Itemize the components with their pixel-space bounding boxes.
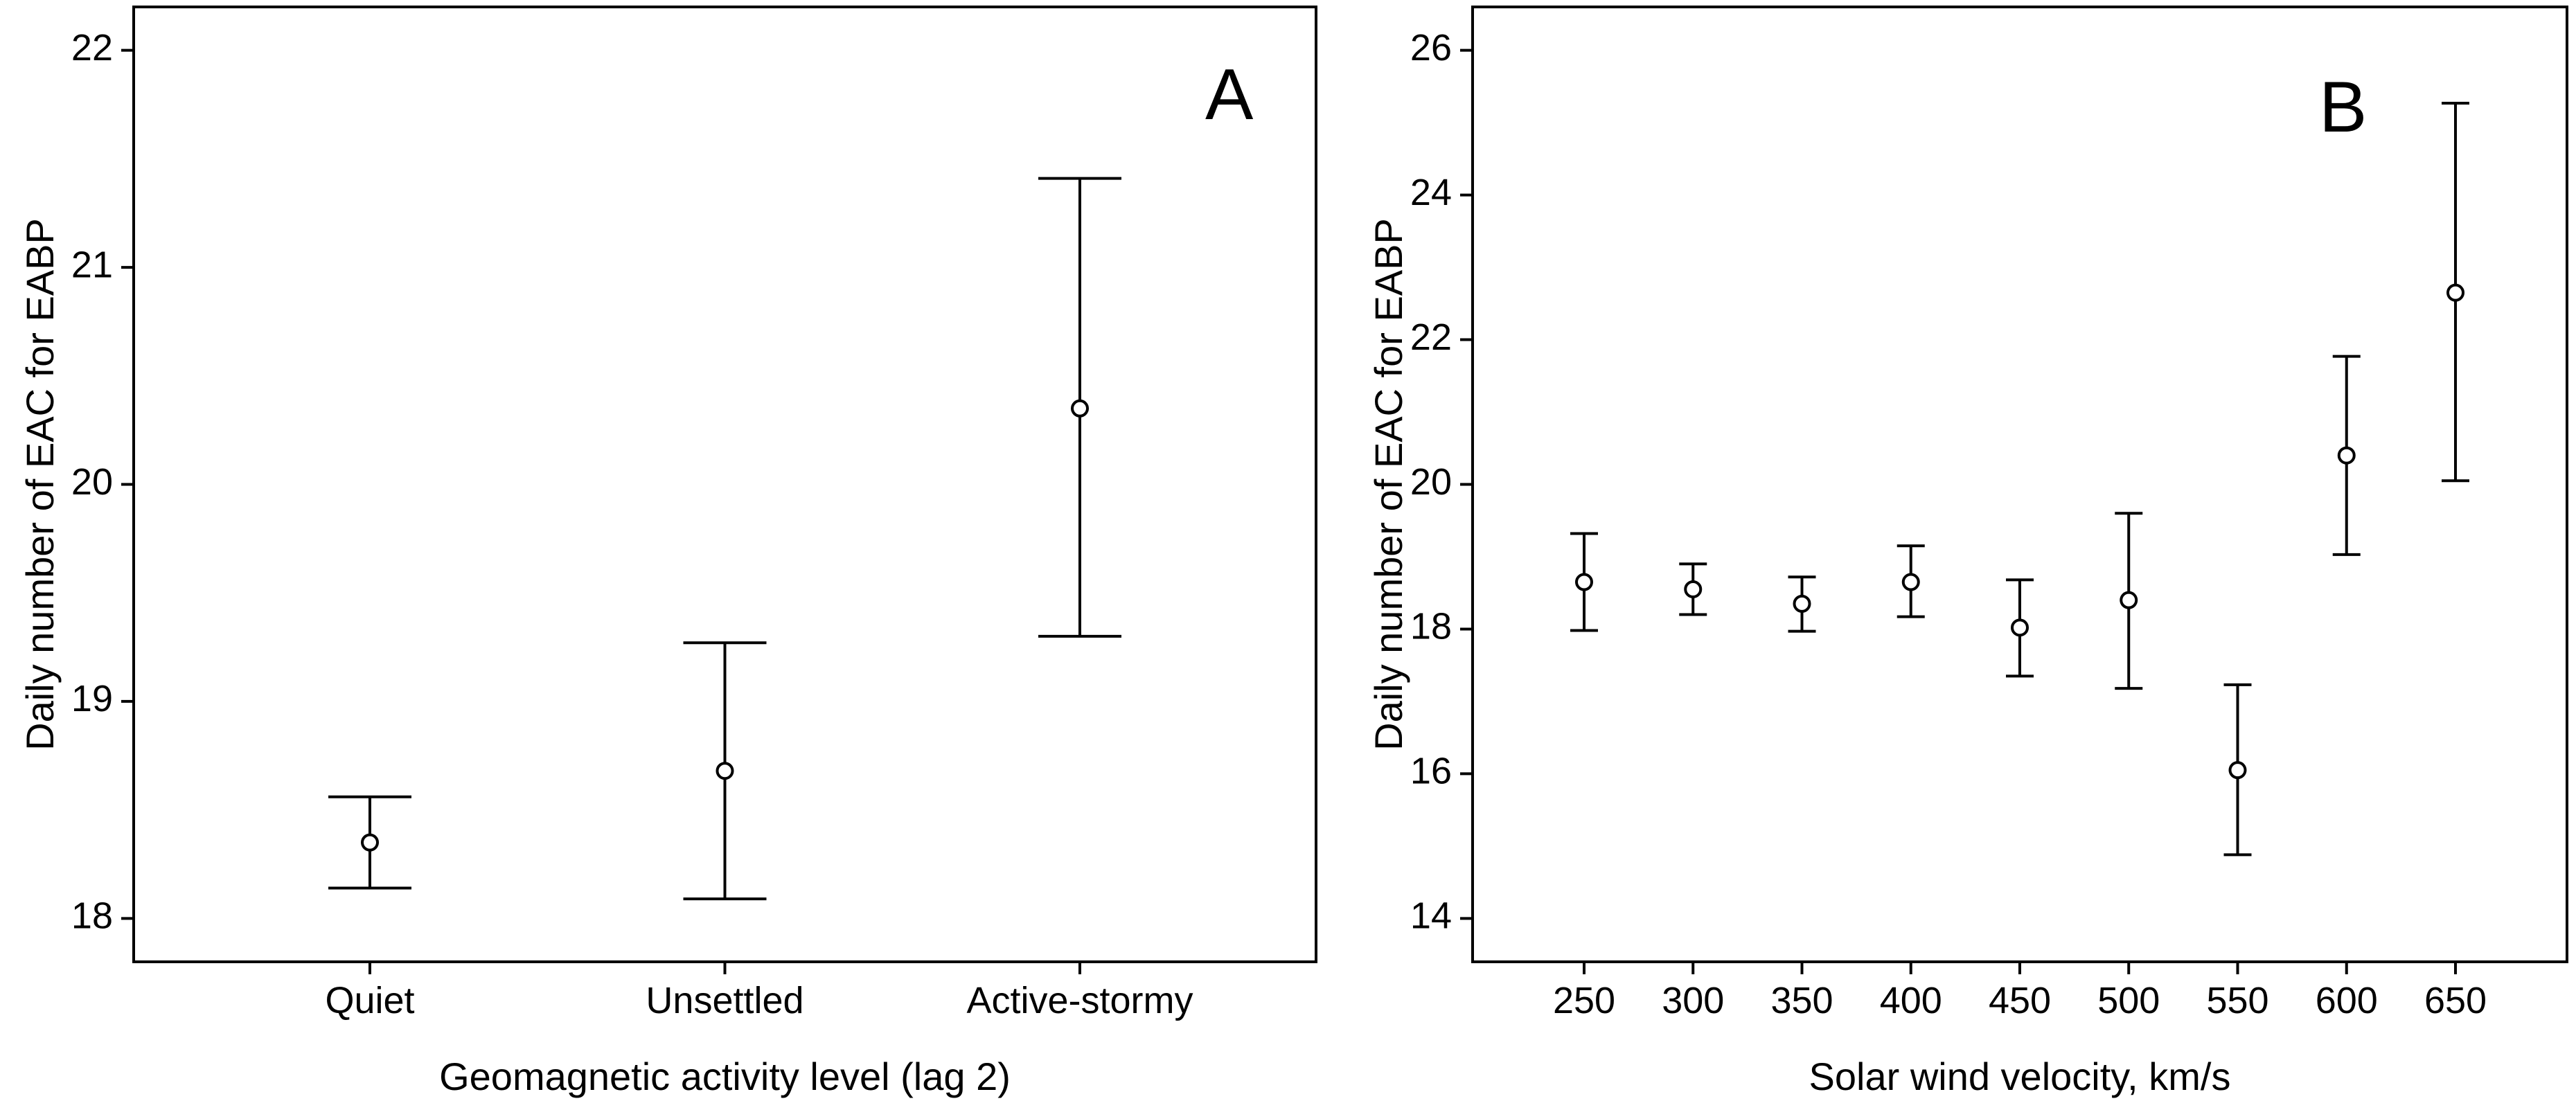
panel-b-mean-point <box>2011 618 2029 637</box>
panel-b-y-tick-label: 24 <box>1410 172 1452 213</box>
panel-b-mean-point <box>1575 573 1593 591</box>
panel-a-y-tick-label: 21 <box>71 244 113 285</box>
panel-a: A Geomagnetic activity level (lag 2) Dai… <box>18 6 1317 1098</box>
panel-b-x-tick-label: 500 <box>2097 980 2160 1021</box>
panel-b-y-tick-label: 18 <box>1410 606 1452 647</box>
panel-b-plot-frame <box>1471 6 2568 963</box>
panel-b-mean-point <box>2120 591 2138 609</box>
panel-a-x-tick-label: Unsettled <box>646 980 803 1021</box>
panel-a-x-tick-label: Quiet <box>325 980 414 1021</box>
panel-b: B Solar wind velocity, km/s Daily number… <box>1367 6 2568 1098</box>
panel-a-mean-point <box>716 762 734 780</box>
panel-b-mean-point <box>2337 446 2356 465</box>
panel-b-x-tick-label: 250 <box>1553 980 1615 1021</box>
panel-b-x-tick-label: 400 <box>1880 980 1942 1021</box>
panel-b-letter: B <box>2319 67 2367 147</box>
panel-a-x-axis-label: Geomagnetic activity level (lag 2) <box>439 1055 1011 1098</box>
panel-b-mean-point <box>1901 573 1920 591</box>
panel-a-mean-point <box>1071 399 1089 418</box>
panel-b-mean-point <box>2228 761 2247 780</box>
panel-b-y-tick-label: 14 <box>1410 895 1452 937</box>
panel-b-x-tick-label: 300 <box>1662 980 1724 1021</box>
panel-b-mean-point <box>1684 580 1703 598</box>
panel-b-x-tick-label: 600 <box>2316 980 2378 1021</box>
panel-a-y-tick-label: 18 <box>71 895 113 937</box>
panel-b-mean-point <box>1793 594 1811 613</box>
panel-b-x-tick-label: 450 <box>1989 980 2051 1021</box>
panel-b-y-tick-label: 20 <box>1410 461 1452 503</box>
panel-a-letter: A <box>1205 55 1254 135</box>
panel-b-x-tick-label: 550 <box>2206 980 2268 1021</box>
panel-b-x-tick-label: 650 <box>2424 980 2487 1021</box>
panel-a-y-tick-label: 22 <box>71 27 113 69</box>
panel-b-y-axis-label: Daily number of EAC for EABP <box>1367 218 1410 751</box>
panel-b-y-tick-label: 26 <box>1410 27 1452 69</box>
panel-a-y-tick-label: 19 <box>71 678 113 719</box>
panel-a-y-axis-label: Daily number of EAC for EABP <box>18 218 62 751</box>
panel-b-y-tick-label: 16 <box>1410 751 1452 792</box>
panel-a-x-tick-label: Active-stormy <box>966 980 1193 1021</box>
panel-b-x-tick-label: 350 <box>1770 980 1833 1021</box>
panel-b-mean-point <box>2446 283 2464 302</box>
panel-a-y-tick-label: 20 <box>71 461 113 503</box>
panel-a-mean-point <box>361 833 379 852</box>
panel-b-y-tick-label: 22 <box>1410 316 1452 358</box>
panel-b-x-axis-label: Solar wind velocity, km/s <box>1809 1055 2231 1098</box>
